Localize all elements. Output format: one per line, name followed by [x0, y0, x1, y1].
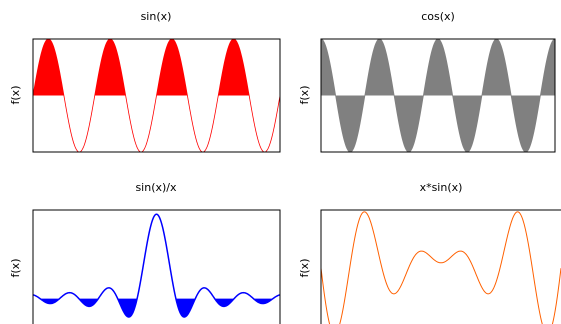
subplot-sin-title: sin(x) — [141, 10, 172, 23]
subplot-sin-ylabel: f(x) — [9, 86, 22, 105]
subplot-xsin-line — [321, 211, 561, 324]
subplot-sinc-plot-area — [33, 213, 280, 318]
subplot-sin: sin(x) f(x) — [9, 10, 281, 153]
subplot-xsin-ylabel: f(x) — [298, 259, 311, 278]
subplot-cos: cos(x) f(x) — [298, 10, 556, 153]
subplot-sin-line — [33, 39, 280, 152]
subplot-sinc-ylabel: f(x) — [9, 259, 22, 278]
subplot-sinc: sin(x)/x f(x) — [9, 181, 281, 324]
subplot-sinc-line — [33, 213, 280, 318]
subplot-cos-frame — [320, 38, 556, 153]
subplot-sin-fill — [33, 39, 280, 96]
subplot-sinc-title: sin(x)/x — [135, 181, 177, 194]
subplot-xsin-plot-area — [321, 211, 561, 324]
subplot-cos-ylabel: f(x) — [298, 86, 311, 105]
subplot-xsin: x*sin(x) f(x) — [298, 181, 561, 324]
subplot-cos-plot-area — [321, 39, 555, 152]
subplot-xsin-frame — [320, 209, 561, 324]
subplot-cos-line — [321, 39, 555, 152]
subplot-xsin-title: x*sin(x) — [420, 181, 463, 194]
subplot-sinc-frame — [32, 209, 281, 324]
subplot-sinc-fill — [33, 298, 280, 317]
subplot-sin-plot-area — [33, 39, 280, 152]
subplot-sin-frame — [32, 38, 281, 153]
subplot-cos-fill — [321, 39, 555, 152]
subplot-cos-title: cos(x) — [421, 10, 455, 23]
